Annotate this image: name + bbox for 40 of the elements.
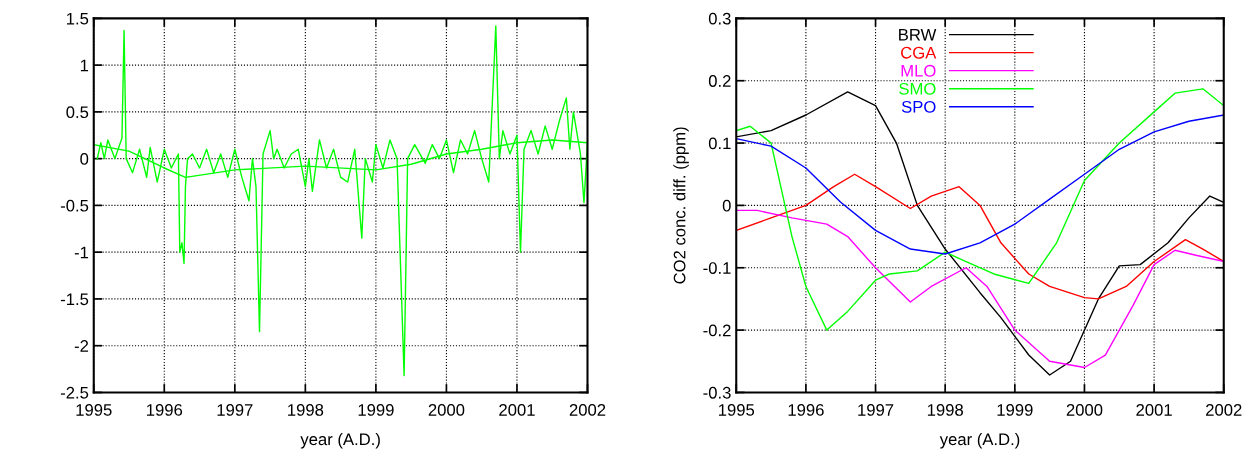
y-tick-label: 1 <box>80 59 89 72</box>
x-tick-label: 1997 <box>858 404 894 416</box>
x-tick-label: 1998 <box>288 404 324 416</box>
x-tick-label: 1998 <box>927 404 963 416</box>
legend-label: SPO <box>901 100 936 113</box>
y-tick-label: -0.3 <box>703 386 731 399</box>
y-axis-title: CO2 conc. diff. (ppm) <box>673 127 689 284</box>
y-tick-label: 0 <box>722 199 731 212</box>
y-tick-label: 0.1 <box>708 137 731 150</box>
x-tick-label: 1995 <box>718 404 755 416</box>
y-tick-label: -0.1 <box>703 262 731 274</box>
y-tick-label: 1.5 <box>66 12 89 25</box>
y-tick-label: 0.5 <box>66 106 89 119</box>
x-tick-label: 1999 <box>997 404 1033 416</box>
x-tick-label: 2001 <box>1136 404 1172 416</box>
y-tick-label: -0.2 <box>703 324 731 337</box>
y-tick-label: -1 <box>74 246 89 259</box>
x-tick-label: 2001 <box>499 404 535 416</box>
x-tick-label: 1996 <box>147 404 183 416</box>
legend-label: MLO <box>901 64 936 77</box>
y-tick-label: -2.5 <box>60 386 89 399</box>
y-tick-label: 0.2 <box>708 75 731 87</box>
y-tick-label: -2 <box>74 340 89 352</box>
y-tick-label: 0.3 <box>708 12 731 25</box>
x-tick-label: 1997 <box>217 404 253 416</box>
x-axis-title: year (A.D.) <box>939 432 1020 449</box>
x-tick-label: 2000 <box>1066 404 1103 416</box>
legend-label: CGA <box>901 46 937 59</box>
x-tick-label: 2000 <box>428 404 465 416</box>
y-tick-label: 0 <box>80 153 89 165</box>
legend-label: SMO <box>899 82 936 95</box>
x-tick-label: 2002 <box>1206 404 1242 416</box>
x-axis-title: year (A.D.) <box>300 432 380 449</box>
x-tick-label: 1995 <box>76 404 112 416</box>
y-tick-label: -1.5 <box>60 293 89 306</box>
x-tick-label: 1996 <box>788 404 824 416</box>
legend-label: BRW <box>899 28 937 41</box>
x-tick-label: 1999 <box>358 404 394 416</box>
y-tick-label: -0.5 <box>60 199 89 212</box>
x-tick-label: 2002 <box>569 404 606 416</box>
